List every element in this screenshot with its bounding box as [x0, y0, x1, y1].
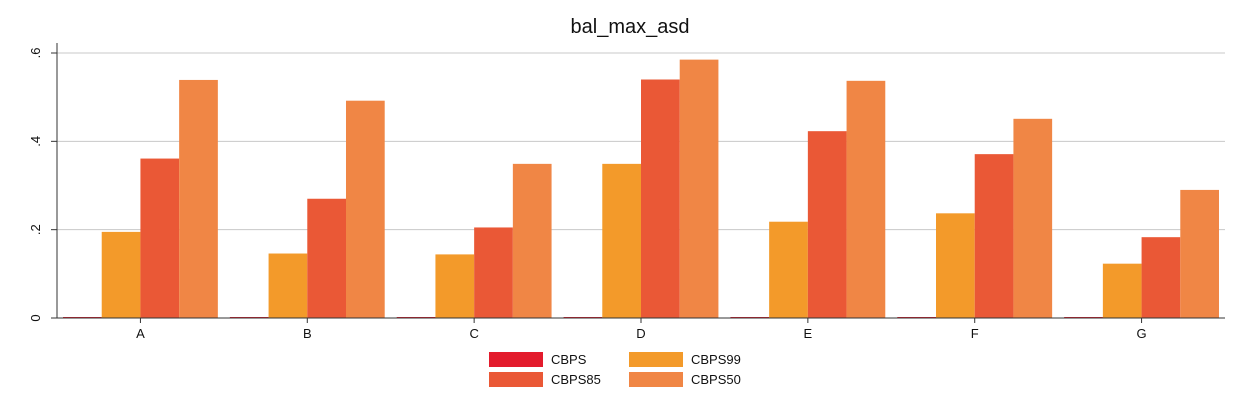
y-tick-label: .4: [28, 136, 43, 147]
legend-swatch: [489, 352, 543, 367]
x-tick-label: D: [636, 326, 645, 341]
bar-cbps85-f: [974, 154, 1014, 318]
bars: [63, 59, 1219, 318]
x-tick-label: F: [971, 326, 979, 341]
legend-label: CBPS50: [691, 372, 741, 387]
y-tick-label: 0: [28, 314, 43, 321]
legend-label: CBPS99: [691, 352, 741, 367]
legend: CBPS CBPS99 CBPS85 CBPS50: [489, 352, 741, 387]
legend-item-cbps50: CBPS50: [629, 372, 741, 387]
bar-cbps99-a: [101, 231, 141, 318]
y-tick-label: .6: [28, 48, 43, 59]
bar-cbps99-d: [602, 163, 641, 318]
legend-item-cbps85: CBPS85: [489, 372, 601, 387]
axes: 0 .2 .4 .6 A B C D E F G: [28, 43, 1225, 341]
legend-item-cbps: CBPS: [489, 352, 587, 367]
chart-title: bal_max_asd: [571, 16, 690, 38]
bar-cbps99-b: [268, 253, 308, 318]
bar-cbps99-f: [936, 213, 975, 318]
x-tick-label: G: [1137, 326, 1147, 341]
x-tick-label: A: [136, 326, 145, 341]
bar-cbps50-e: [846, 80, 886, 318]
y-tick-label: .2: [28, 224, 43, 235]
bar-cbps85-b: [307, 198, 346, 318]
bar-cbps50-d: [679, 59, 719, 318]
bar-cbps50-f: [1013, 118, 1053, 318]
bar-cbps99-c: [435, 254, 475, 318]
bar-cbps85-c: [474, 227, 513, 318]
bar-cbps50-b: [345, 100, 385, 318]
x-tick-label: B: [303, 326, 312, 341]
legend-item-cbps99: CBPS99: [629, 352, 741, 367]
bar-cbps50-c: [512, 163, 552, 318]
legend-label: CBPS: [551, 352, 587, 367]
bar-cbps99-g: [1102, 263, 1142, 318]
bar-cbps85-g: [1141, 237, 1181, 318]
legend-swatch: [629, 352, 683, 367]
bar-cbps50-a: [179, 79, 218, 318]
legend-swatch: [629, 372, 683, 387]
bar-cbps85-a: [140, 158, 180, 318]
bar-cbps85-e: [807, 131, 847, 318]
legend-label: CBPS85: [551, 372, 601, 387]
x-tick-label: C: [469, 326, 478, 341]
bar-cbps85-d: [641, 79, 680, 318]
legend-swatch: [489, 372, 543, 387]
bar-cbps50-g: [1180, 189, 1219, 318]
bar-cbps99-e: [769, 221, 808, 318]
x-tick-label: E: [804, 326, 813, 341]
